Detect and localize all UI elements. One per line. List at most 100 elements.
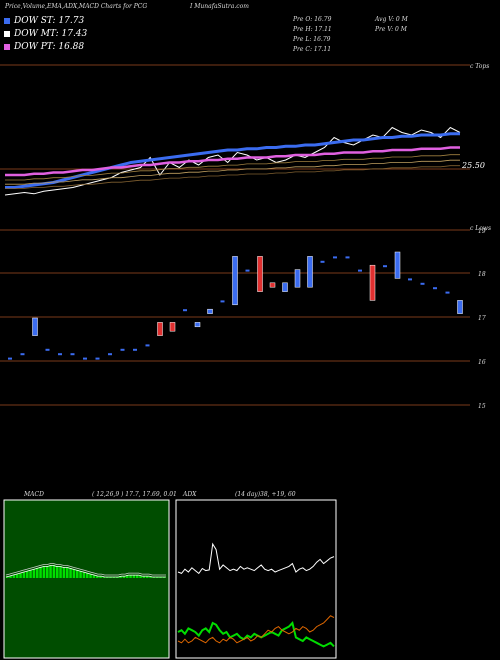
macd-line-0: [5, 565, 166, 578]
candle-21: [269, 282, 276, 288]
macd-panel-bg: [3, 499, 170, 659]
legend-st-label: DOW ST: 17.73: [14, 16, 85, 26]
legend-pt-label: DOW PT: 16.88: [14, 42, 85, 52]
ema-band-1: [5, 159, 460, 185]
level-16: 16: [478, 359, 486, 366]
series-line-2: [5, 146, 460, 177]
candle-17: [220, 300, 225, 303]
macd-bar-1: [9, 576, 12, 578]
macd-bar-28: [99, 576, 102, 578]
macd-bar-19: [69, 568, 72, 578]
macd-bar-17: [62, 567, 66, 578]
legend-st: DOW ST: 17.73: [4, 16, 84, 26]
macd-bar-30: [106, 577, 109, 578]
candle-33: [420, 282, 425, 285]
candle-25: [320, 260, 325, 263]
macd-bar-38: [132, 575, 136, 578]
adx-line-2: [177, 615, 335, 644]
macd-bar-47: [162, 577, 166, 578]
candle-15: [194, 322, 201, 328]
legend-pt: DOW PT: 16.88: [4, 42, 84, 52]
candle-31: [394, 251, 401, 279]
macd-plot: [5, 563, 166, 578]
chart-title: Price,Volume,EMA,ADX,MACD Charts for PCG: [5, 3, 148, 10]
adx-params: (14 day)38, +19, 60: [235, 491, 296, 498]
candle-13: [169, 322, 176, 332]
legend-mt: DOW MT: 17.43: [4, 29, 87, 39]
macd-bar-8: [32, 569, 36, 578]
macd-bar-13: [49, 565, 52, 578]
candle-20: [257, 256, 263, 292]
macd-bar-16: [59, 566, 62, 578]
candle-14: [183, 309, 187, 312]
price-chart: [0, 64, 470, 406]
macd-bar-46: [159, 577, 162, 578]
macd-bar-3: [16, 574, 19, 578]
macd-bar-43: [149, 577, 152, 578]
macd-line-1: [5, 563, 166, 576]
candle-29: [369, 264, 376, 301]
candle-35: [445, 291, 450, 294]
candle-26: [333, 256, 337, 259]
candle-18: [232, 256, 238, 306]
legend-pt-swatch: [4, 43, 10, 50]
macd-bar-33: [116, 577, 119, 578]
candle-23: [294, 269, 301, 288]
candle-22: [282, 282, 288, 292]
series-line-0: [4, 126, 461, 196]
macd-bar-15: [56, 566, 59, 578]
ema-band-2: [5, 165, 460, 189]
adx-line-1: [177, 621, 335, 648]
macd-bar-34: [119, 576, 122, 578]
ohlc-low: Pre L: 16.79: [293, 36, 331, 43]
candle-27: [345, 256, 350, 259]
candle-4: [58, 353, 62, 356]
lows-label: c Lows: [470, 225, 492, 232]
macd-bar-22: [79, 571, 82, 578]
macd-label: MACD: [24, 491, 44, 498]
candle-1: [20, 353, 25, 356]
candle-30: [383, 265, 387, 268]
candle-7: [95, 357, 100, 360]
candle-3: [45, 348, 50, 351]
price-lines: [4, 126, 461, 196]
candle-12: [157, 322, 163, 336]
ohlc-high: Pre H: 17.11: [293, 26, 332, 33]
macd-bar-12: [46, 566, 49, 578]
series-line-1: [5, 132, 460, 189]
avg-volume: Avg V: 0 M: [375, 16, 408, 23]
candle-11: [145, 344, 150, 347]
candle-28: [358, 269, 362, 272]
level-18: 18: [478, 271, 486, 278]
macd-bar-20: [72, 569, 76, 578]
macd-bar-11: [42, 566, 46, 578]
candle-16: [207, 308, 213, 314]
site-name: I MunafaSutra.com: [190, 3, 249, 10]
tops-label: c Tops: [470, 63, 490, 70]
candle-36: [457, 300, 463, 314]
candle-9: [120, 348, 125, 351]
candle-10: [133, 348, 137, 351]
macd-bar-36: [126, 575, 129, 578]
candle-0: [8, 357, 12, 360]
macd-bar-41: [142, 576, 146, 578]
ohlc-close: Pre C: 17.11: [293, 46, 332, 53]
macd-bar-5: [22, 572, 26, 578]
candle-5: [70, 353, 75, 356]
macd-bar-39: [136, 575, 139, 578]
ema-band-0: [5, 154, 460, 181]
candle-34: [433, 287, 437, 290]
macd-bar-31: [109, 577, 112, 578]
macd-bar-0: [6, 577, 9, 578]
legend-mt-swatch: [4, 30, 10, 37]
adx-panel-bg: [175, 499, 337, 659]
macd-bar-45: [156, 577, 159, 578]
adx-label: ADX: [183, 491, 197, 498]
macd-bar-14: [52, 565, 56, 578]
macd-bar-27: [96, 576, 99, 578]
price-level-label: 25.50: [462, 161, 485, 170]
candle-6: [83, 357, 87, 360]
ohlc-open: Pre O: 16.79: [293, 16, 332, 23]
macd-bar-29: [102, 577, 106, 578]
candle-19: [245, 269, 250, 272]
